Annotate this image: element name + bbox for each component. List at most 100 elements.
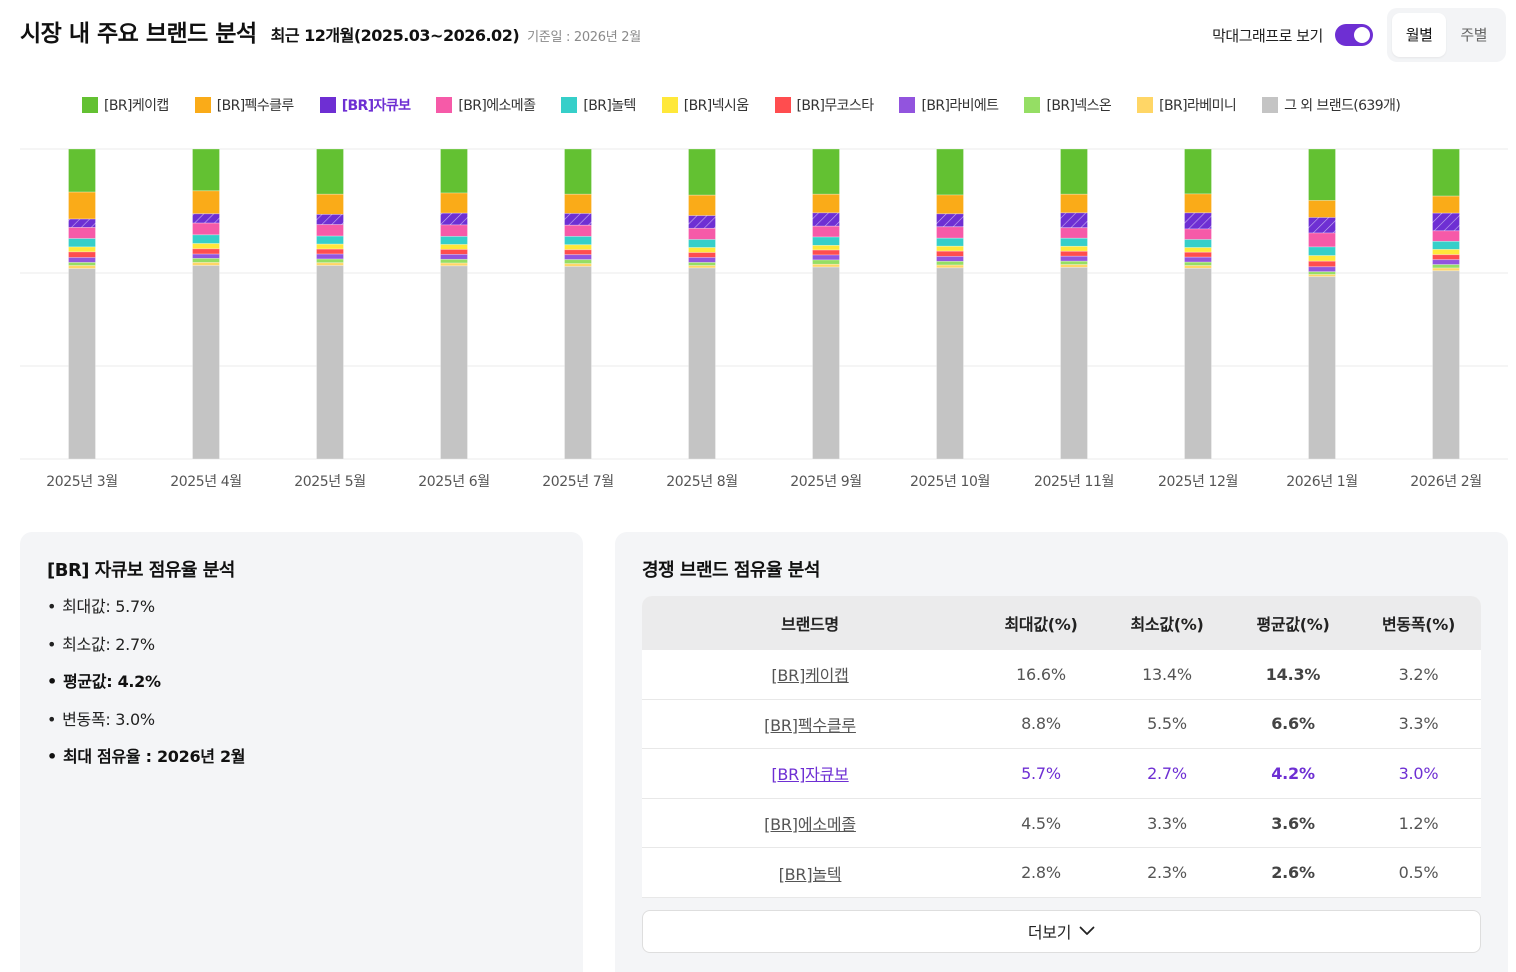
bar-segment[interactable] <box>68 238 96 248</box>
bar-segment[interactable] <box>564 254 592 261</box>
bar-segment[interactable] <box>1432 195 1460 214</box>
bar-segment[interactable] <box>316 243 344 250</box>
bar-segment[interactable] <box>564 148 592 195</box>
bar-segment[interactable] <box>564 259 592 265</box>
bar-segment[interactable] <box>564 263 592 267</box>
bar-segment[interactable] <box>192 222 220 236</box>
bar-segment[interactable] <box>192 243 220 250</box>
bar-segment[interactable] <box>688 257 716 263</box>
bar-segment[interactable] <box>68 262 96 266</box>
bar-segment[interactable] <box>812 245 840 251</box>
bar-segment[interactable] <box>316 214 344 226</box>
bar-segment[interactable] <box>1432 267 1460 272</box>
legend-item[interactable]: [BR]케이캡 <box>82 95 169 115</box>
bar-segment[interactable] <box>688 194 716 217</box>
legend-item[interactable]: [BR]넥스온 <box>1024 95 1112 115</box>
bar-segment[interactable] <box>1308 271 1336 275</box>
bar-segment[interactable] <box>1308 246 1336 257</box>
bar-segment[interactable] <box>440 212 468 226</box>
bar-segment[interactable] <box>68 218 96 228</box>
brand-name-link[interactable]: [BR]펙수클루 <box>764 715 856 735</box>
bar-segment[interactable] <box>68 227 96 239</box>
bar-segment[interactable] <box>1060 255 1088 262</box>
bar-segment[interactable] <box>192 234 220 244</box>
bar-segment[interactable] <box>316 148 344 195</box>
legend-item[interactable]: [BR]자큐보 <box>319 95 411 115</box>
bar-segment[interactable] <box>812 225 840 238</box>
bar-segment[interactable] <box>440 258 468 264</box>
bar-segment[interactable] <box>936 256 964 262</box>
bar-segment[interactable] <box>936 250 964 257</box>
bar-segment[interactable] <box>192 253 220 259</box>
bar-segment[interactable] <box>1060 250 1088 257</box>
bar-segment[interactable] <box>1060 245 1088 252</box>
bar-segment[interactable] <box>1184 247 1212 253</box>
bar-segment[interactable] <box>1184 251 1212 258</box>
bar-segment[interactable] <box>1184 265 1212 269</box>
bar-segment[interactable] <box>688 239 716 248</box>
bar-segment[interactable] <box>316 262 344 266</box>
bar-stack[interactable] <box>936 148 964 460</box>
bar-segment[interactable] <box>440 148 468 194</box>
bar-segment[interactable] <box>1060 267 1088 460</box>
bar-segment[interactable] <box>1308 200 1336 218</box>
bar-segment[interactable] <box>1308 260 1336 268</box>
bar-segment[interactable] <box>192 262 220 266</box>
bar-segment[interactable] <box>440 265 468 460</box>
bar-segment[interactable] <box>68 257 96 263</box>
bar-segment[interactable] <box>812 193 840 214</box>
bar-segment[interactable] <box>688 267 716 460</box>
bar-segment[interactable] <box>192 148 220 192</box>
bar-segment[interactable] <box>1432 249 1460 256</box>
bar-segment[interactable] <box>1184 228 1212 240</box>
bar-stack[interactable] <box>688 148 716 460</box>
bar-segment[interactable] <box>440 249 468 255</box>
bar-segment[interactable] <box>936 148 964 196</box>
bar-stack[interactable] <box>68 148 96 460</box>
bar-segment[interactable] <box>192 265 220 460</box>
bar-segment[interactable] <box>1184 239 1212 248</box>
brand-name-link[interactable]: [BR]자큐보 <box>771 765 849 785</box>
bar-segment[interactable] <box>812 236 840 246</box>
bar-segment[interactable] <box>316 235 344 245</box>
bar-segment[interactable] <box>440 262 468 267</box>
bar-segment[interactable] <box>68 191 96 220</box>
bar-segment[interactable] <box>440 224 468 237</box>
bar-segment[interactable] <box>1432 254 1460 261</box>
bar-segment[interactable] <box>564 249 592 256</box>
bar-segment[interactable] <box>936 194 964 215</box>
bar-segment[interactable] <box>688 215 716 229</box>
bar-segment[interactable] <box>688 148 716 196</box>
bar-segment[interactable] <box>316 193 344 215</box>
bar-segment[interactable] <box>316 253 344 260</box>
bar-segment[interactable] <box>1060 227 1088 239</box>
bar-stack[interactable] <box>1432 148 1460 460</box>
bar-segment[interactable] <box>564 213 592 226</box>
bar-segment[interactable] <box>1184 193 1212 214</box>
bar-segment[interactable] <box>812 249 840 256</box>
legend-item[interactable]: [BR]넥시움 <box>661 95 749 115</box>
brand-name-link[interactable]: [BR]케이캡 <box>771 666 849 686</box>
legend-item[interactable]: [BR]놀텍 <box>561 95 636 115</box>
bar-segment[interactable] <box>564 224 592 237</box>
bar-segment[interactable] <box>68 268 96 460</box>
bar-segment[interactable] <box>1308 232 1336 248</box>
bar-segment[interactable] <box>68 148 96 193</box>
bar-segment[interactable] <box>936 260 964 266</box>
bar-segment[interactable] <box>68 251 96 258</box>
bar-segment[interactable] <box>316 248 344 255</box>
bar-stack[interactable] <box>812 148 840 460</box>
bar-segment[interactable] <box>1432 230 1460 242</box>
legend-item[interactable]: [BR]무코스타 <box>774 95 874 115</box>
bar-segment[interactable] <box>812 266 840 460</box>
bar-stack[interactable] <box>440 148 468 460</box>
bar-segment[interactable] <box>1308 217 1336 234</box>
legend-item[interactable]: 그 외 브랜드(639개) <box>1262 95 1401 115</box>
bar-segment[interactable] <box>1184 148 1212 195</box>
bar-segment[interactable] <box>440 236 468 245</box>
bar-segment[interactable] <box>688 252 716 258</box>
brand-name-link[interactable]: [BR]에소메졸 <box>764 815 856 835</box>
show-more-button[interactable]: 더보기 <box>642 909 1481 953</box>
bar-segment[interactable] <box>1060 212 1088 229</box>
bar-segment[interactable] <box>936 264 964 269</box>
